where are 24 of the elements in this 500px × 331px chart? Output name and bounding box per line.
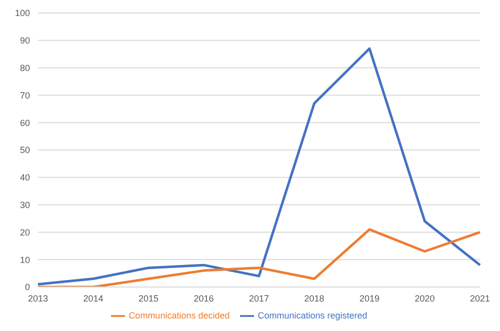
y-tick-label: 100	[14, 8, 30, 18]
y-tick-label: 90	[20, 36, 30, 46]
y-tick-label: 50	[20, 145, 30, 156]
legend-label: Communications registered	[258, 310, 368, 320]
y-tick-label: 0	[24, 282, 30, 292]
x-tick-label: 2016	[194, 293, 214, 304]
y-tick-label: 80	[20, 62, 30, 73]
y-tick-label: 20	[20, 227, 30, 238]
x-tick-label: 2013	[28, 293, 48, 304]
x-tick-label: 2017	[248, 293, 270, 304]
x-tick-label: 2019	[359, 293, 380, 304]
line-series	[36, 228, 482, 287]
y-tick-label: 30	[20, 200, 30, 210]
x-tick-label: 2018	[304, 293, 324, 304]
x-tick-label: 2014	[83, 293, 104, 304]
y-tick-label: 60	[20, 118, 30, 128]
y-tick-label: 40	[20, 172, 30, 183]
x-tick-label: 2020	[414, 293, 435, 304]
legend-label: Communications decided	[128, 310, 230, 320]
y-tick-label: 10	[20, 254, 30, 265]
line-series	[36, 47, 482, 286]
y-tick-label: 70	[20, 90, 30, 100]
x-tick-label: 2021	[470, 293, 490, 304]
x-tick-label: 2015	[138, 293, 159, 304]
